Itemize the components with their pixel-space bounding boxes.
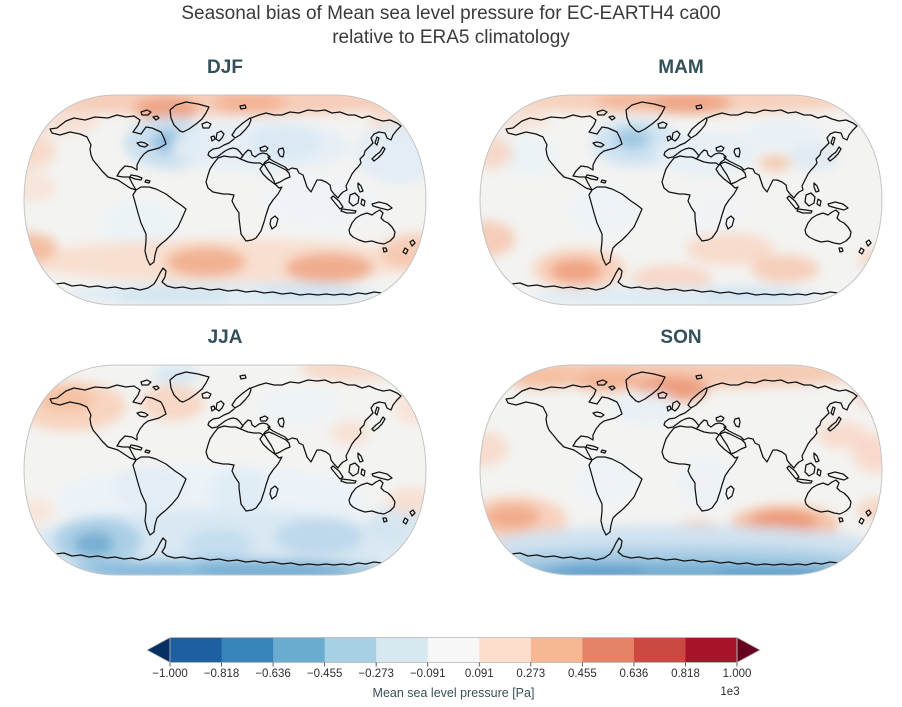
map-svg-jja: [23, 364, 427, 576]
colorbar-tick-label: −0.273: [358, 668, 394, 680]
panel-title-jja: JJA: [207, 327, 243, 348]
panel-djf: DJF: [20, 54, 430, 309]
colorbar-tick-label: 0.636: [619, 668, 649, 680]
map-jja: [20, 361, 430, 579]
colorbar-offset-label: 1e3: [720, 686, 740, 698]
colorbar-tick-label: −1.000: [152, 668, 188, 680]
colorbar-tick-label: 0.273: [516, 668, 546, 680]
panel-title-mam: MAM: [658, 57, 704, 78]
colorbar: −1.000 −0.818 −0.636 −0.455 −0.273 −0.091 0.09…: [146, 636, 761, 707]
colorbar-tick-label: −0.636: [255, 668, 291, 680]
colorbar-tick-label: −0.818: [203, 668, 240, 680]
map-svg-mam: [479, 94, 883, 306]
panel-mam: MAM: [476, 54, 886, 309]
map-svg-son: [479, 364, 883, 576]
map-djf: [20, 91, 430, 309]
colorbar-tick-label: 0.455: [567, 668, 597, 680]
colorbar-gradient: [146, 636, 761, 668]
colorbar-svg: [146, 636, 761, 667]
panel-jja: JJA: [20, 324, 430, 579]
panel-title-son: SON: [660, 327, 702, 348]
colorbar-tick-label: −0.091: [409, 668, 446, 680]
panel-title-djf: DJF: [207, 57, 243, 78]
colorbar-label: Mean sea level pressure [Pa]: [372, 686, 535, 700]
colorbar-tick-label: −0.455: [306, 668, 343, 680]
figure-title-line1: Seasonal bias of Mean sea level pressure…: [181, 3, 721, 24]
map-svg-djf: [23, 94, 427, 306]
figure-title: Seasonal bias of Mean sea level pressure…: [0, 2, 902, 50]
figure-title-line2: relative to ERA5 climatology: [332, 27, 570, 48]
panel-son: SON: [476, 324, 886, 579]
map-son: [476, 361, 886, 579]
colorbar-tick-label: 1.000: [722, 668, 752, 680]
colorbar-tick-label: 0.091: [464, 668, 494, 680]
colorbar-tick-labels: −1.000 −0.818 −0.636 −0.455 −0.273 −0.091 0.09…: [146, 668, 761, 684]
colorbar-tick-label: 0.818: [671, 668, 700, 680]
map-mam: [476, 91, 886, 309]
